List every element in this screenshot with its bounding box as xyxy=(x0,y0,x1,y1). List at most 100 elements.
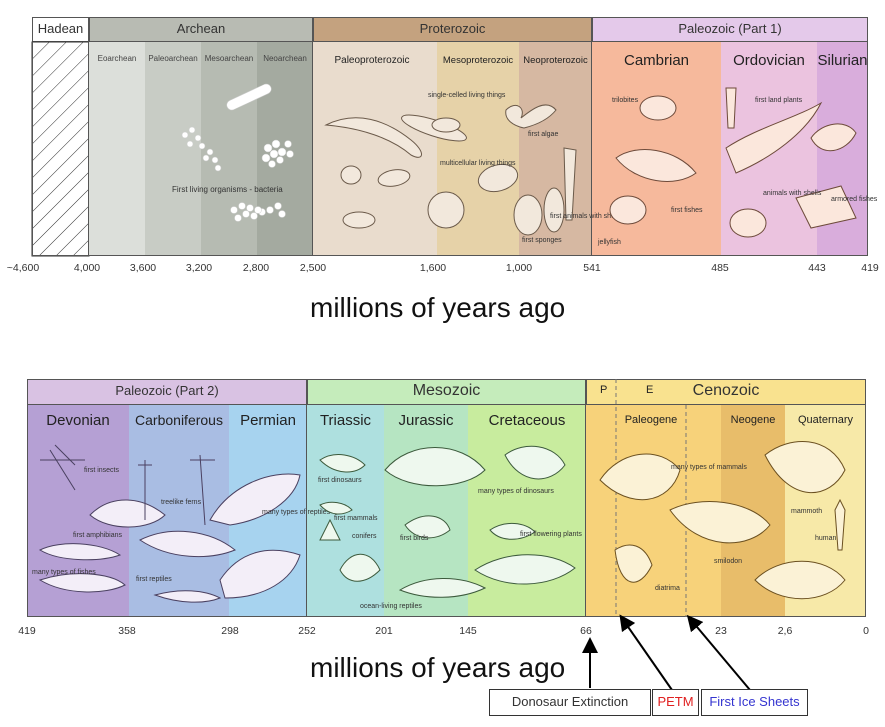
label-mesoproterozoic: Mesoproterozoic xyxy=(442,55,514,66)
era-cenozoic: Cenozoic xyxy=(586,379,866,405)
note-first-amphibians: first amphibians xyxy=(73,532,123,539)
devonian-permian-organisms-illustration xyxy=(38,444,301,603)
top-tick-label: ~4,600 xyxy=(6,262,40,274)
paleozoic1-organisms-illustration xyxy=(609,87,857,238)
callout-dinosaur-extinction: Donosaur Extinction xyxy=(489,689,651,716)
top-tick-label: 1,000 xyxy=(505,262,533,274)
era-mesozoic: Mesozoic xyxy=(307,379,586,405)
note-first-algae: first algae xyxy=(528,131,559,138)
top-tick-label: 485 xyxy=(711,262,729,274)
label-eoarchean: Eoarchean xyxy=(97,54,137,63)
bottom-tick-label: 0 xyxy=(863,625,869,637)
note-flowering-plants: first flowering plants xyxy=(520,531,582,538)
bottom-tick-label: 419 xyxy=(18,625,36,637)
top-divider-1 xyxy=(312,17,313,256)
bottom-divider-2 xyxy=(585,379,586,617)
bottom-tick-label: 252 xyxy=(298,625,316,637)
eon-hadean: Hadean xyxy=(32,17,89,42)
note-smilodon: smilodon xyxy=(714,558,743,565)
note-single-celled: single-celled living things xyxy=(428,92,506,99)
label-devonian: Devonian xyxy=(46,412,110,429)
top-tick-label: 3,200 xyxy=(185,262,213,274)
label-neoproterozoic: Neoproterozoic xyxy=(523,55,588,66)
label-cretaceous: Cretaceous xyxy=(488,412,566,429)
note-many-fishes: many types of fishes xyxy=(32,569,96,576)
note-mammoth: mammoth xyxy=(791,508,823,515)
bottom-tick-label: 2,6 xyxy=(777,625,793,637)
label-silurian: Silurian xyxy=(817,52,868,69)
note-first-land-plants: first land plants xyxy=(755,97,803,104)
cenozoic-organisms-illustration xyxy=(599,441,846,600)
label-mesoarchean: Mesoarchean xyxy=(204,54,254,63)
note-many-reptiles: many types of reptiles xyxy=(262,509,331,516)
top-tick-label: 443 xyxy=(808,262,826,274)
label-ordovician: Ordovician xyxy=(733,52,805,69)
top-tick-label: 419 xyxy=(861,262,879,274)
top-tick-label: 2,800 xyxy=(242,262,270,274)
note-ocean-reptiles: ocean-living reptiles xyxy=(360,603,422,610)
era-paleozoic-part2: Paleozoic (Part 2) xyxy=(27,379,307,405)
note-first-birds: first birds xyxy=(400,535,429,542)
eon-proterozoic: Proterozoic xyxy=(313,17,592,42)
label-neoarchean: Neoarchean xyxy=(263,54,307,63)
label-permian: Permian xyxy=(240,412,296,429)
callout-petm: PETM xyxy=(652,689,699,716)
top-panel-border xyxy=(32,42,868,256)
note-many-mammals: many types of mammals xyxy=(671,464,747,471)
top-tick-label: 1,600 xyxy=(419,262,447,274)
label-jurassic: Jurassic xyxy=(398,412,454,429)
callout-first-ice-sheets: First Ice Sheets xyxy=(701,689,808,716)
bottom-tick-label: 298 xyxy=(221,625,239,637)
label-paleogene: Paleogene xyxy=(624,414,678,426)
note-first-animals-shells: first animals with shells xyxy=(550,213,622,220)
eon-paleozoic-part1: Paleozoic (Part 1) xyxy=(592,17,868,42)
note-first-insects: first insects xyxy=(84,467,120,474)
bottom-tick-label: 145 xyxy=(459,625,477,637)
top-divider-0 xyxy=(88,17,89,256)
band-cambrian xyxy=(592,42,721,256)
top-tick-label: 541 xyxy=(583,262,601,274)
note-bacteria: First living organisms - bacteria xyxy=(172,185,283,194)
bottom-tick-label: 66 xyxy=(580,625,592,637)
note-jellyfish: jellyfish xyxy=(598,239,621,246)
note-first-sponges: first sponges xyxy=(522,237,562,244)
top-tick-label: 3,600 xyxy=(129,262,157,274)
bottom-panel-border xyxy=(27,405,866,617)
note-first-reptiles: first reptiles xyxy=(136,576,172,583)
note-human: human xyxy=(815,535,837,542)
hadean-hatched-area xyxy=(31,41,90,257)
bottom-divider-1 xyxy=(306,379,307,617)
label-paleoproterozoic: Paleoproterozoic xyxy=(334,55,410,66)
note-trilobites: trilobites xyxy=(612,97,639,104)
label-triassic: Triassic xyxy=(319,412,372,429)
note-conifers: conifers xyxy=(352,533,377,540)
note-treelike-ferns: treelike ferns xyxy=(161,499,202,506)
label-carboniferous: Carboniferous xyxy=(135,412,223,428)
proterozoic-organisms-illustration xyxy=(324,104,577,236)
bottom-tick-label: 201 xyxy=(375,625,393,637)
note-first-dinosaurs: first dinosaurs xyxy=(318,477,362,484)
top-tick-label: 4,000 xyxy=(73,262,101,274)
band-eoarchean xyxy=(89,42,145,256)
top-divider-2 xyxy=(591,17,592,256)
marker-p: P xyxy=(600,384,608,396)
label-quaternary: Quaternary xyxy=(797,414,854,426)
band-paleoarchean xyxy=(145,42,201,256)
note-many-dinosaurs: many types of dinosaurs xyxy=(478,488,554,495)
note-animals-with-shells: animals with shells xyxy=(763,190,822,197)
eon-archean: Archean xyxy=(89,17,313,42)
bottom-axis-title: millions of years ago xyxy=(310,652,566,683)
top-axis-title: millions of years ago xyxy=(310,292,566,323)
bacteria-illustration xyxy=(181,83,294,222)
mesozoic-organisms-illustration xyxy=(319,445,576,598)
note-first-fishes: first fishes xyxy=(671,207,703,214)
note-first-mammals: first mammals xyxy=(334,515,378,522)
bottom-tick-label: 358 xyxy=(118,625,136,637)
label-cambrian: Cambrian xyxy=(623,52,690,69)
bottom-tick-label: 23 xyxy=(715,625,727,637)
note-multicellular: multicellular living things xyxy=(440,160,516,167)
label-neogene: Neogene xyxy=(730,414,776,426)
note-armored-fishes: armored fishes xyxy=(831,196,878,203)
note-diatrima: diatrima xyxy=(655,585,680,592)
